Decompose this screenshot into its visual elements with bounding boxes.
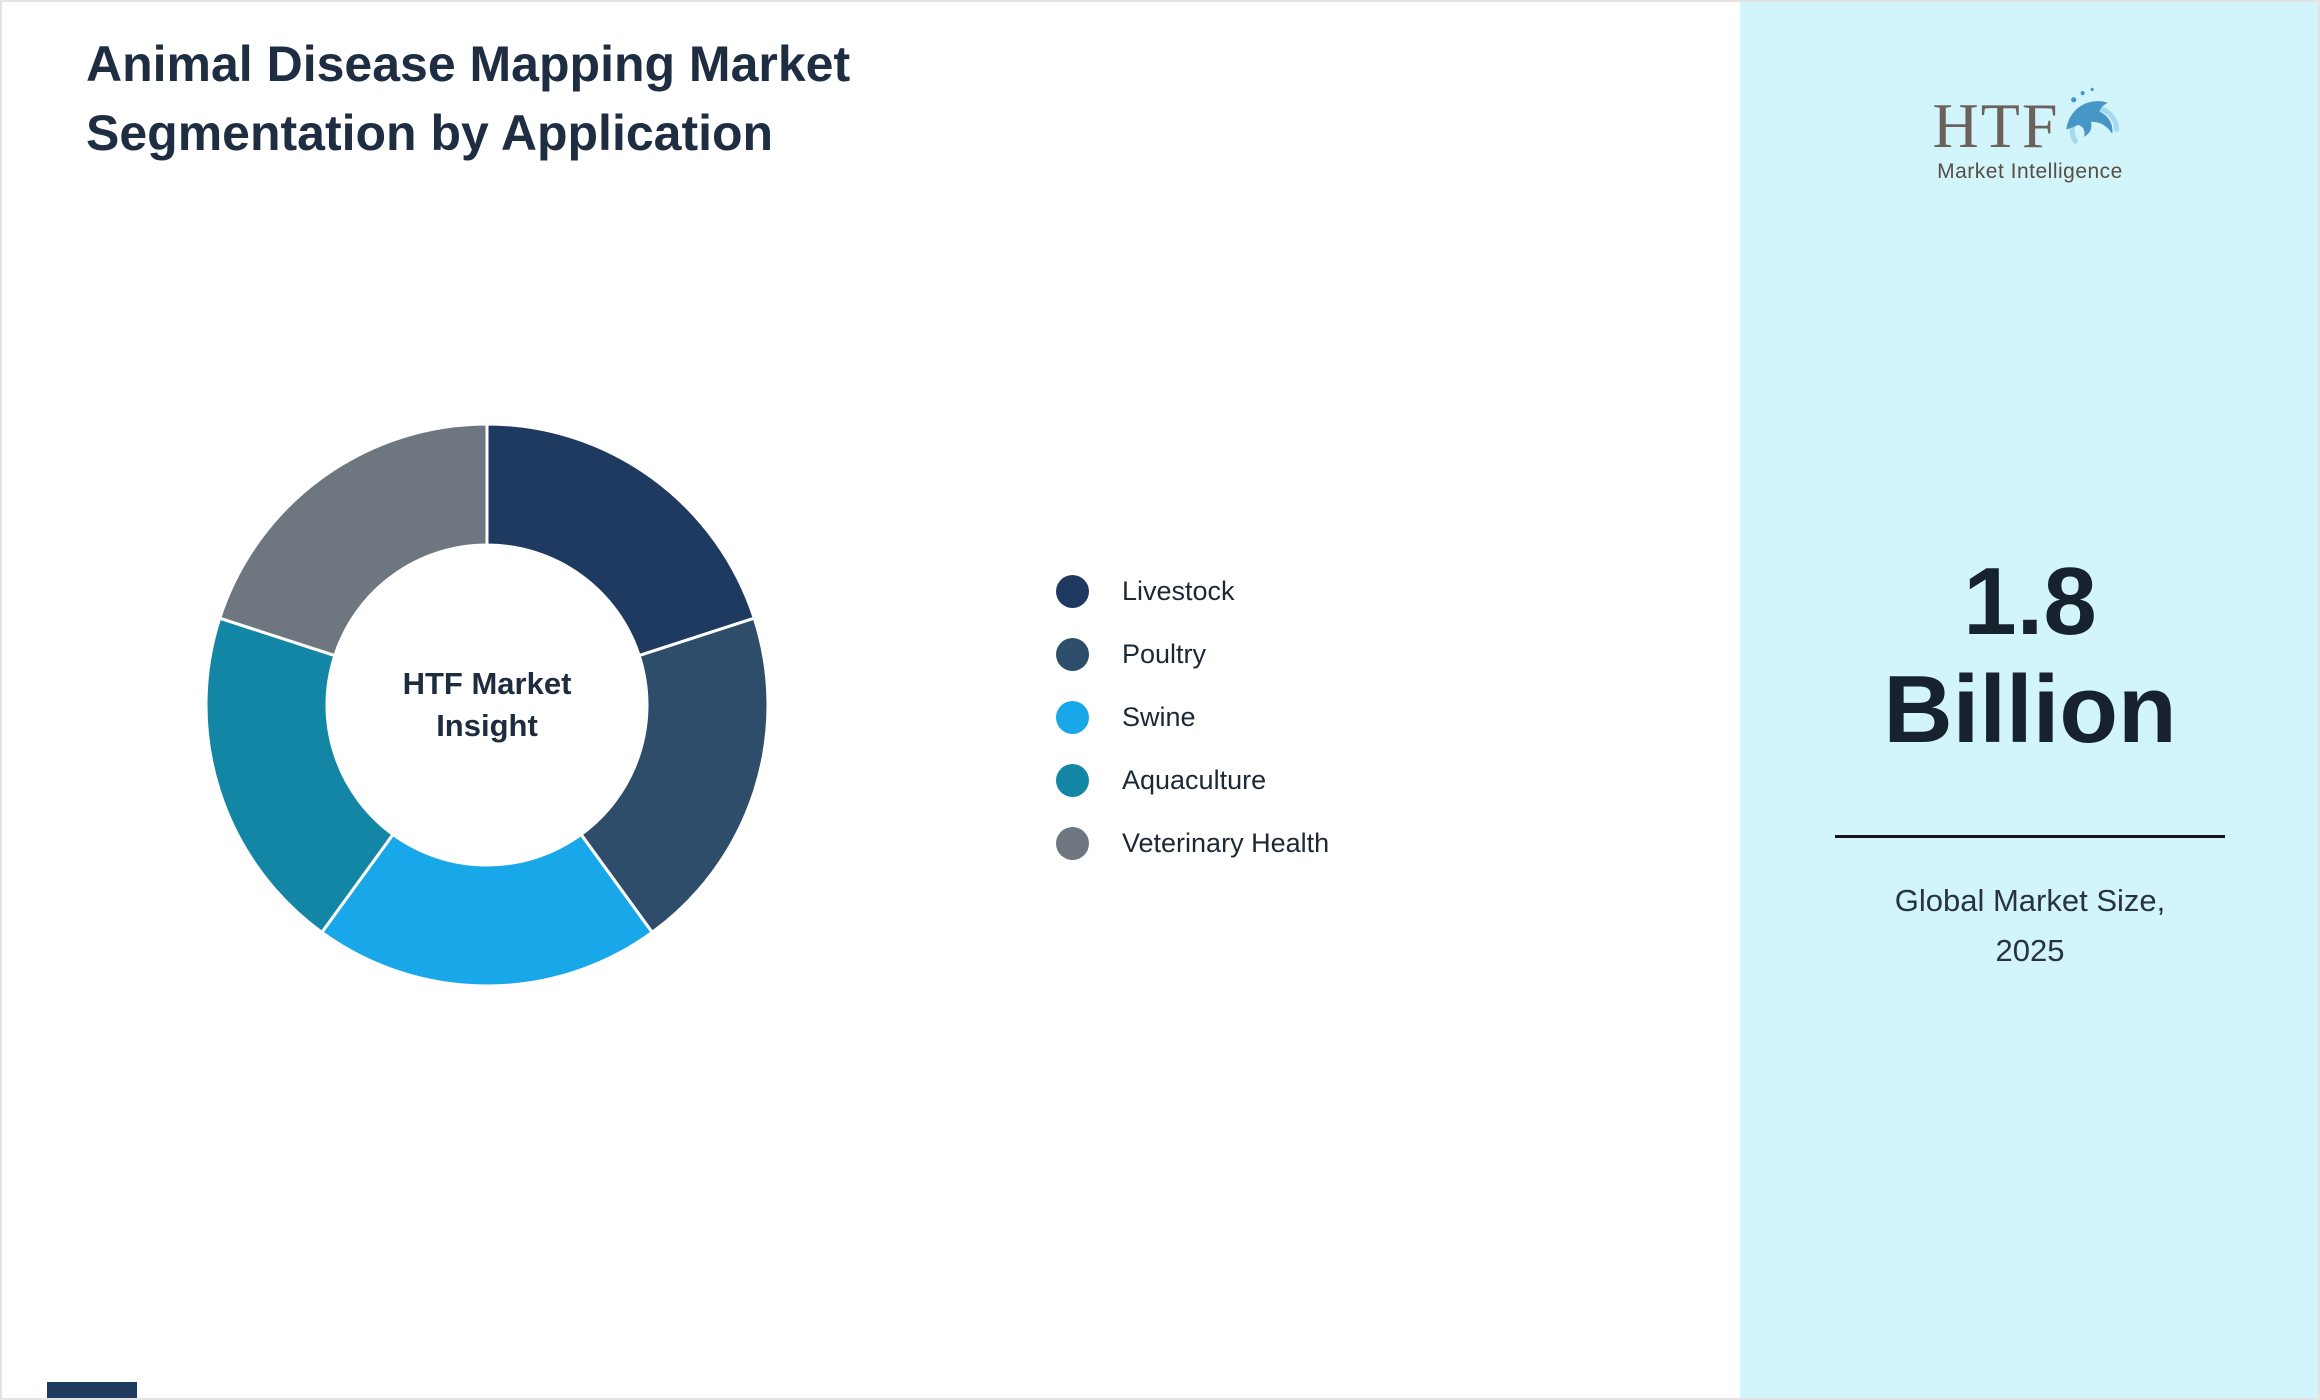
- value-line-2: Billion: [1883, 655, 2177, 763]
- donut-segment-aquaculture: [204, 616, 395, 934]
- legend-item-veterinary-health: Veterinary Health: [1056, 812, 1329, 875]
- chart-legend: Livestock Poultry Swine Aquaculture Veterina…: [1056, 560, 1329, 875]
- donut-segment-swine: [320, 832, 654, 988]
- legend-swatch-icon: [1056, 575, 1089, 608]
- legend-swatch-icon: [1056, 764, 1089, 797]
- caption-line-2: 2025: [1995, 932, 2065, 968]
- caption-line-1: Global Market Size,: [1894, 883, 2166, 918]
- legend-swatch-icon: [1056, 701, 1089, 734]
- divider-line: [1835, 835, 2225, 838]
- market-size-value: 1.8 Billion: [1740, 548, 2320, 763]
- legend-item-aquaculture: Aquaculture: [1056, 749, 1329, 812]
- htf-logo: HTF Market Intelligence: [1740, 82, 2320, 184]
- legend-item-livestock: Livestock: [1056, 560, 1329, 623]
- sidebar-panel: HTF Market Intelligence 1.8 Billion Glob…: [1740, 0, 2320, 1400]
- donut-segment-poultry: [579, 616, 770, 934]
- logo-text: HTF: [1932, 90, 2060, 161]
- title-line-2: Segmentation by Application: [86, 105, 774, 161]
- legend-swatch-icon: [1056, 827, 1089, 860]
- donut-chart: HTF Market Insight: [202, 420, 772, 990]
- logo-row: HTF: [1740, 82, 2320, 158]
- bottom-left-accent-bar: [47, 1382, 137, 1400]
- legend-label: Poultry: [1122, 639, 1207, 669]
- donut-segment-veterinary-health: [218, 422, 489, 658]
- page-title: Animal Disease Mapping Market Segmentati…: [86, 30, 850, 168]
- legend-label: Swine: [1122, 702, 1196, 732]
- logo-subtext: Market Intelligence: [1937, 160, 2123, 183]
- title-line-1: Animal Disease Mapping Market: [86, 36, 851, 92]
- legend-label: Aquaculture: [1122, 765, 1267, 795]
- donut-segment-livestock: [485, 422, 756, 658]
- legend-label: Veterinary Health: [1122, 828, 1330, 858]
- legend-item-swine: Swine: [1056, 686, 1329, 749]
- market-size-caption: Global Market Size, 2025: [1740, 876, 2320, 975]
- donut-svg: [204, 422, 770, 988]
- value-line-1: 1.8: [1963, 548, 2097, 655]
- legend-label: Livestock: [1122, 576, 1235, 606]
- dolphin-logo-icon: [2066, 87, 2120, 144]
- legend-item-poultry: Poultry: [1056, 623, 1329, 686]
- legend-swatch-icon: [1056, 638, 1089, 671]
